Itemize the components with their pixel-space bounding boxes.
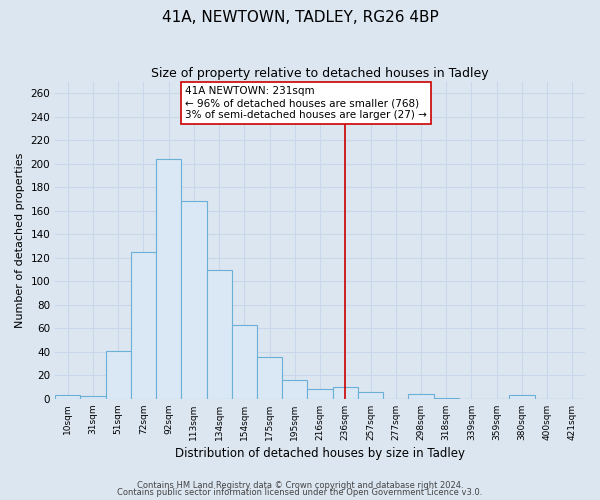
- Bar: [232, 325, 257, 399]
- Bar: [156, 159, 181, 399]
- Bar: [80, 396, 106, 399]
- Bar: [131, 252, 156, 399]
- Bar: [181, 202, 206, 399]
- X-axis label: Distribution of detached houses by size in Tadley: Distribution of detached houses by size …: [175, 447, 465, 460]
- Text: 41A NEWTOWN: 231sqm
← 96% of detached houses are smaller (768)
3% of semi-detach: 41A NEWTOWN: 231sqm ← 96% of detached ho…: [185, 86, 427, 120]
- Text: 41A, NEWTOWN, TADLEY, RG26 4BP: 41A, NEWTOWN, TADLEY, RG26 4BP: [161, 10, 439, 25]
- Text: Contains public sector information licensed under the Open Government Licence v3: Contains public sector information licen…: [118, 488, 482, 497]
- Bar: [434, 398, 459, 399]
- Bar: [358, 392, 383, 399]
- Bar: [257, 356, 282, 399]
- Bar: [332, 387, 358, 399]
- Bar: [106, 350, 131, 399]
- Bar: [282, 380, 307, 399]
- Text: Contains HM Land Registry data © Crown copyright and database right 2024.: Contains HM Land Registry data © Crown c…: [137, 480, 463, 490]
- Bar: [206, 270, 232, 399]
- Bar: [409, 394, 434, 399]
- Y-axis label: Number of detached properties: Number of detached properties: [15, 152, 25, 328]
- Title: Size of property relative to detached houses in Tadley: Size of property relative to detached ho…: [151, 68, 489, 80]
- Bar: [509, 396, 535, 399]
- Bar: [55, 396, 80, 399]
- Bar: [307, 390, 332, 399]
